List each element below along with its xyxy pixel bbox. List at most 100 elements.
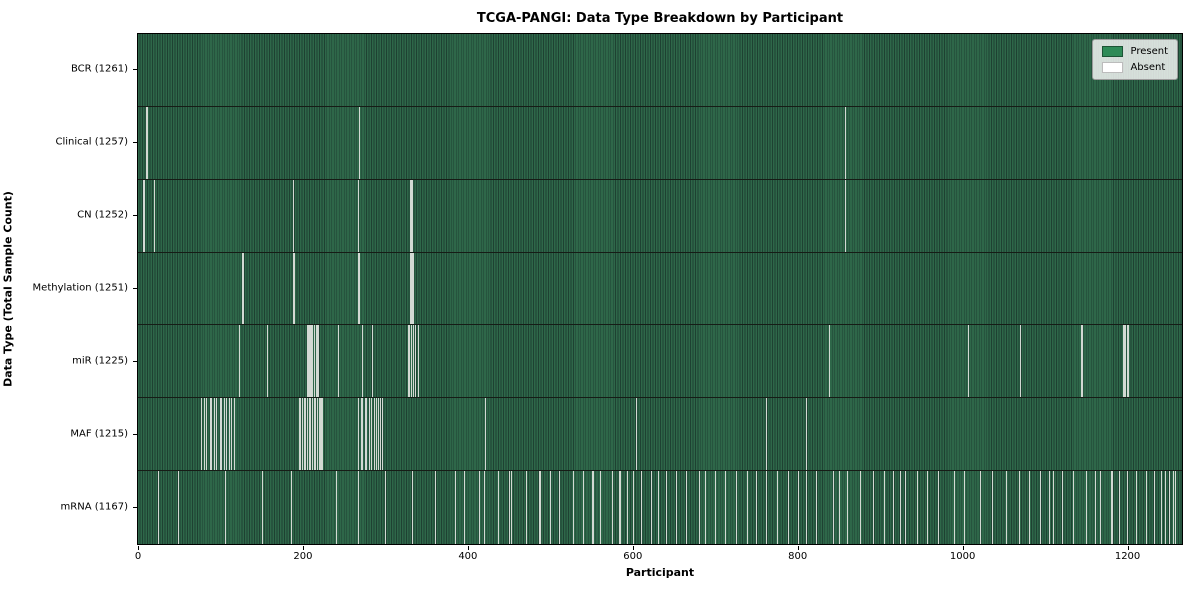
absent-mark — [1020, 325, 1022, 398]
absent-mark — [358, 179, 360, 252]
absent-mark — [917, 471, 919, 544]
absent-mark — [307, 325, 309, 398]
absent-mark — [455, 471, 457, 544]
absent-mark — [366, 398, 368, 471]
absent-mark — [228, 398, 230, 471]
heatmap-row-bcr — [138, 34, 1182, 107]
absent-mark — [177, 471, 179, 544]
heatmap-plot: Present Absent — [137, 33, 1183, 545]
absent-mark — [413, 325, 415, 398]
absent-mark — [1111, 471, 1113, 544]
absent-mark — [463, 471, 465, 544]
absent-mark — [479, 471, 481, 544]
absent-mark — [573, 471, 575, 544]
absent-mark — [359, 252, 360, 325]
absent-mark — [231, 398, 233, 471]
absent-mark — [725, 471, 727, 544]
x-tick-label-1000: 1000 — [949, 551, 976, 562]
absent-mark — [302, 398, 304, 471]
y-tick-label-bcr: BCR (1261) — [70, 63, 128, 75]
absent-mark — [558, 471, 560, 544]
absent-mark — [872, 471, 874, 544]
absent-mark — [1053, 471, 1055, 544]
absent-mark — [380, 398, 382, 471]
absent-mark — [312, 398, 313, 471]
absent-mark — [239, 325, 241, 398]
legend-item-present: Present — [1102, 46, 1168, 57]
absent-mark — [904, 471, 906, 544]
absent-mark — [142, 179, 144, 252]
absent-mark — [219, 398, 221, 471]
absent-mark — [485, 398, 487, 471]
legend-label-present: Present — [1130, 46, 1168, 57]
absent-mark — [261, 471, 263, 544]
absent-mark — [847, 471, 849, 544]
absent-mark — [484, 471, 486, 544]
absent-mark — [147, 106, 149, 179]
absent-mark — [833, 471, 835, 544]
absent-mark — [538, 471, 540, 544]
absent-mark — [525, 471, 527, 544]
absent-mark — [1126, 325, 1128, 398]
absent-mark — [358, 252, 360, 325]
absent-mark — [206, 398, 208, 471]
absent-mark — [307, 325, 309, 398]
legend-label-absent: Absent — [1130, 62, 1166, 73]
absent-mark — [599, 471, 601, 544]
absent-mark — [318, 398, 320, 471]
absent-mark — [619, 471, 621, 544]
absent-mark — [1127, 325, 1129, 398]
absent-mark — [618, 471, 620, 544]
heatmap-row-maf — [138, 398, 1182, 472]
x-tick-mark — [138, 546, 139, 550]
absent-mark — [705, 471, 707, 544]
absent-mark — [509, 471, 511, 544]
absent-mark — [335, 471, 337, 544]
absent-mark — [967, 325, 969, 398]
absent-mark — [358, 471, 360, 544]
absent-mark — [313, 325, 315, 398]
absent-mark — [313, 398, 315, 471]
absent-mark — [409, 325, 411, 398]
absent-mark — [1019, 325, 1021, 398]
absent-mark — [612, 471, 614, 544]
absent-mark — [1049, 471, 1051, 544]
absent-mark — [415, 325, 417, 398]
absent-mark — [805, 471, 807, 544]
absent-mark — [1168, 471, 1170, 544]
absent-mark — [1086, 471, 1088, 544]
absent-mark — [805, 398, 807, 471]
absent-mark — [411, 179, 413, 252]
absent-mark — [1172, 471, 1174, 544]
absent-mark — [1094, 471, 1096, 544]
absent-mark — [293, 252, 295, 325]
absent-mark — [321, 398, 323, 471]
absent-mark — [766, 398, 768, 471]
absent-mark — [157, 471, 159, 544]
x-tick-mark — [302, 546, 304, 550]
absent-mark — [410, 179, 412, 252]
x-tick-mark — [797, 546, 799, 550]
absent-mark — [715, 471, 717, 544]
x-tick-label-600: 600 — [623, 551, 643, 562]
absent-mark — [411, 252, 413, 325]
absent-mark — [364, 398, 366, 471]
absent-mark — [291, 471, 293, 544]
absent-mark — [321, 398, 323, 471]
absent-mark — [371, 398, 373, 471]
y-tick-label-cn: CN (1252) — [77, 209, 128, 221]
absent-mark — [315, 398, 317, 471]
absent-mark — [892, 471, 894, 544]
absent-mark — [632, 471, 634, 544]
absent-mark — [311, 325, 313, 398]
absent-mark — [216, 398, 218, 471]
absent-mark — [844, 179, 846, 252]
absent-mark — [686, 471, 688, 544]
absent-mark — [308, 325, 310, 398]
absent-mark — [410, 325, 412, 398]
chart-title: TCGA-PANGI: Data Type Breakdown by Parti… — [476, 11, 844, 26]
absent-mark — [221, 398, 223, 471]
absent-mark — [979, 471, 981, 544]
absent-mark — [550, 471, 552, 544]
